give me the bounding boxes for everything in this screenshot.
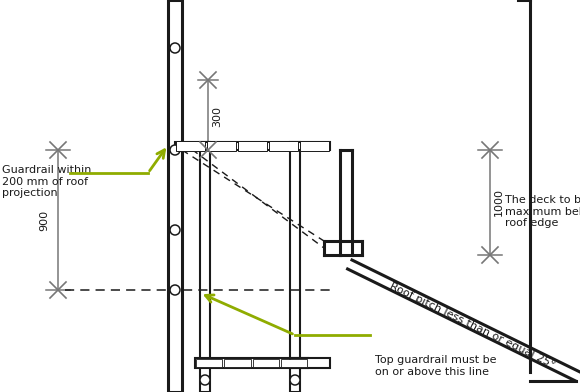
Bar	[196, 359, 222, 367]
Circle shape	[170, 285, 180, 295]
Text: The deck to be 1.0 m
maximum below the
roof edge: The deck to be 1.0 m maximum below the r…	[505, 195, 580, 228]
Circle shape	[200, 375, 210, 385]
Bar	[281, 359, 307, 367]
Circle shape	[170, 145, 180, 155]
Text: Top guardrail must be
on or above this line: Top guardrail must be on or above this l…	[375, 355, 496, 377]
Text: Guardrail within
200 mm of roof
projection: Guardrail within 200 mm of roof projecti…	[2, 165, 92, 198]
Bar	[290, 358, 330, 368]
Bar	[252, 359, 279, 367]
Text: 1000: 1000	[494, 188, 504, 216]
Bar	[290, 142, 300, 392]
Circle shape	[170, 43, 180, 53]
Bar	[300, 141, 329, 151]
Bar	[269, 141, 298, 151]
Bar	[168, 0, 182, 392]
Circle shape	[290, 375, 300, 385]
Bar	[195, 358, 308, 368]
Text: 300: 300	[212, 105, 222, 127]
Bar	[200, 142, 210, 392]
Bar	[207, 141, 236, 151]
Bar	[224, 359, 251, 367]
Text: Roof pitch less than or equal 25°: Roof pitch less than or equal 25°	[388, 281, 556, 370]
Bar	[175, 142, 330, 150]
Bar	[238, 141, 267, 151]
Bar	[176, 141, 205, 151]
Circle shape	[170, 225, 180, 235]
Text: 900: 900	[39, 209, 49, 230]
